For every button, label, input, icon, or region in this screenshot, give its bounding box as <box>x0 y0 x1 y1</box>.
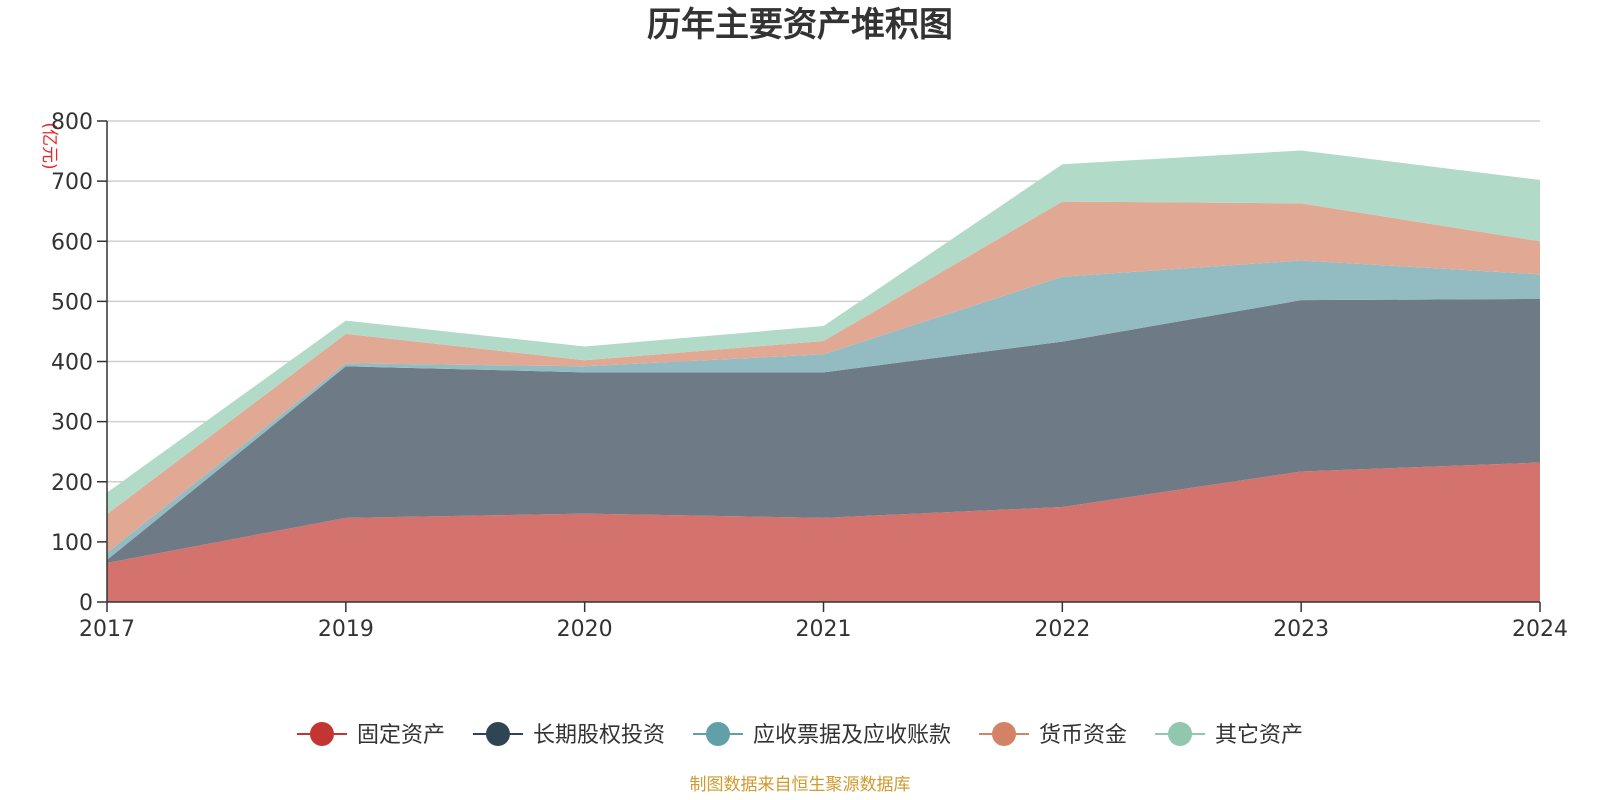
area-series <box>107 150 1540 602</box>
legend-circle-marker <box>309 722 334 746</box>
legend-circle-marker <box>705 722 730 746</box>
y-tick-label: 500 <box>51 290 93 315</box>
y-tick-label: 300 <box>51 411 93 436</box>
legend-label: 长期股权投资 <box>533 723 665 748</box>
legend-label: 应收票据及应收账款 <box>753 723 951 748</box>
area-长期股权投资 <box>107 298 1540 563</box>
y-axis-unit-label: (亿元) <box>39 122 59 169</box>
x-tick-label: 2017 <box>79 617 135 642</box>
y-tick-label: 600 <box>51 230 93 255</box>
area-应收票据及应收账款 <box>107 260 1540 560</box>
legend-item-其它资产[interactable]: 其它资产 <box>1155 722 1303 748</box>
area-其它资产 <box>107 150 1540 515</box>
area-固定资产 <box>107 462 1540 602</box>
y-tick-label: 200 <box>51 471 93 496</box>
legend-item-固定资产[interactable]: 固定资产 <box>296 722 445 748</box>
y-tick-label: 700 <box>51 170 93 195</box>
legend-label: 固定资产 <box>357 723 445 748</box>
x-tick-label: 2022 <box>1034 617 1090 642</box>
legend-item-长期股权投资[interactable]: 长期股权投资 <box>472 722 665 748</box>
x-tick-label: 2023 <box>1273 617 1329 642</box>
y-tick-label: 400 <box>51 351 93 376</box>
axes: 0 100 200 300 400 500 600 700 800 2017 2019 2020 202… <box>51 110 1568 642</box>
x-tick-label: 2021 <box>796 617 852 642</box>
legend-item-货币资金[interactable]: 货币资金 <box>979 722 1127 748</box>
area-货币资金 <box>107 201 1540 553</box>
legend-label: 其它资产 <box>1215 723 1303 748</box>
legend-circle-marker <box>1168 722 1193 746</box>
chart-title: 历年主要资产堆积图 <box>647 5 953 45</box>
legend-item-应收票据及应收账款[interactable]: 应收票据及应收账款 <box>692 722 951 748</box>
y-tick-label: 800 <box>51 110 93 135</box>
legend-circle-marker <box>485 722 510 746</box>
data-source-note: 制图数据来自恒生聚源数据库 <box>690 775 911 795</box>
legend-label: 货币资金 <box>1039 723 1127 748</box>
y-tick-label: 0 <box>79 591 93 616</box>
legend: 固定资产 长期股权投资 应收票据及应收账款 货币资金 其它资产 <box>296 722 1303 748</box>
x-tick-label: 2020 <box>557 617 613 642</box>
y-tick-label: 100 <box>51 531 93 556</box>
x-tick-label: 2024 <box>1512 617 1568 642</box>
legend-circle-marker <box>992 722 1017 746</box>
x-tick-label: 2019 <box>318 617 374 642</box>
